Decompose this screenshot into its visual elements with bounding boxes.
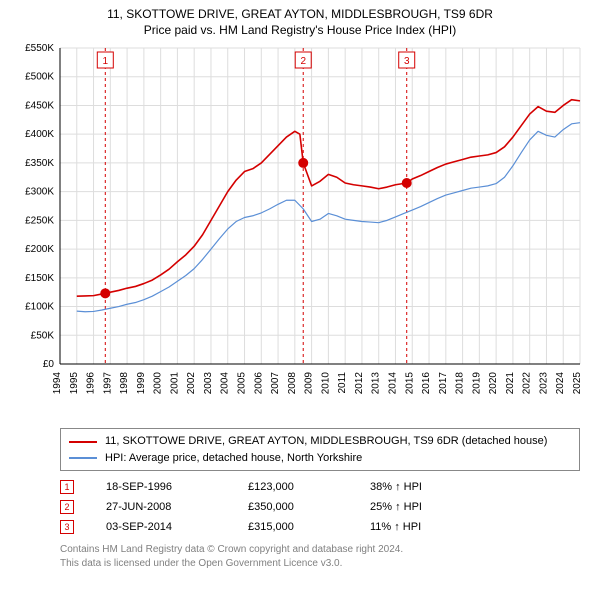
svg-text:2008: 2008 — [287, 372, 298, 395]
sale-marker: 3 — [60, 520, 74, 534]
svg-text:2022: 2022 — [522, 372, 533, 395]
svg-text:1995: 1995 — [69, 372, 80, 395]
legend-label-hpi: HPI: Average price, detached house, Nort… — [105, 450, 362, 467]
sales-table: 1 18-SEP-1996 £123,000 38% ↑ HPI 2 27-JUN-200… — [60, 477, 580, 537]
footer-line-1: Contains HM Land Registry data © Crown c… — [60, 543, 580, 557]
svg-text:2021: 2021 — [505, 372, 516, 395]
title-line-2: Price paid vs. HM Land Registry's House … — [8, 22, 592, 38]
svg-text:2018: 2018 — [455, 372, 466, 395]
legend-swatch-property — [69, 441, 97, 443]
sale-diff: 11% ↑ HPI — [370, 521, 460, 533]
svg-text:£100K: £100K — [25, 302, 54, 313]
svg-text:2010: 2010 — [320, 372, 331, 395]
svg-text:2024: 2024 — [555, 372, 566, 395]
svg-text:1996: 1996 — [86, 372, 97, 395]
sales-row: 2 27-JUN-2008 £350,000 25% ↑ HPI — [60, 497, 580, 517]
svg-text:2020: 2020 — [488, 372, 499, 395]
sale-diff: 38% ↑ HPI — [370, 481, 460, 493]
svg-text:£550K: £550K — [25, 43, 54, 54]
svg-text:1: 1 — [103, 56, 109, 67]
footer-line-2: This data is licensed under the Open Gov… — [60, 557, 580, 571]
sale-diff: 25% ↑ HPI — [370, 501, 460, 513]
svg-text:2019: 2019 — [471, 372, 482, 395]
svg-text:2000: 2000 — [153, 372, 164, 395]
svg-text:2007: 2007 — [270, 372, 281, 395]
title-block: 11, SKOTTOWE DRIVE, GREAT AYTON, MIDDLES… — [8, 6, 592, 38]
svg-text:2004: 2004 — [220, 372, 231, 395]
svg-text:2002: 2002 — [186, 372, 197, 395]
svg-text:£50K: £50K — [31, 331, 55, 342]
svg-text:2005: 2005 — [237, 372, 248, 395]
svg-text:£300K: £300K — [25, 187, 54, 198]
svg-text:2016: 2016 — [421, 372, 432, 395]
svg-text:2: 2 — [300, 56, 306, 67]
svg-text:2017: 2017 — [438, 372, 449, 395]
svg-text:2009: 2009 — [304, 372, 315, 395]
svg-text:1997: 1997 — [102, 372, 113, 395]
sale-price: £315,000 — [248, 521, 338, 533]
title-line-1: 11, SKOTTOWE DRIVE, GREAT AYTON, MIDDLES… — [8, 6, 592, 22]
sales-row: 3 03-SEP-2014 £315,000 11% ↑ HPI — [60, 517, 580, 537]
svg-text:2014: 2014 — [387, 372, 398, 395]
svg-text:1998: 1998 — [119, 372, 130, 395]
svg-text:3: 3 — [404, 56, 410, 67]
legend-row-property: 11, SKOTTOWE DRIVE, GREAT AYTON, MIDDLES… — [69, 433, 571, 450]
sales-row: 1 18-SEP-1996 £123,000 38% ↑ HPI — [60, 477, 580, 497]
svg-text:£450K: £450K — [25, 101, 54, 112]
svg-text:£250K: £250K — [25, 216, 54, 227]
svg-text:£0: £0 — [43, 359, 55, 370]
svg-text:£350K: £350K — [25, 158, 54, 169]
chart: £0 £50K £100K £150K £200K £250K £300K £350K £400… — [8, 42, 592, 422]
legend-label-property: 11, SKOTTOWE DRIVE, GREAT AYTON, MIDDLES… — [105, 433, 547, 450]
legend-swatch-hpi — [69, 457, 97, 459]
svg-text:£150K: £150K — [25, 273, 54, 284]
svg-text:2025: 2025 — [572, 372, 583, 395]
chart-svg: £0 £50K £100K £150K £200K £250K £300K £350K £400… — [8, 42, 592, 422]
svg-text:£400K: £400K — [25, 130, 54, 141]
svg-text:£500K: £500K — [25, 72, 54, 83]
svg-text:1994: 1994 — [52, 372, 63, 395]
svg-text:2015: 2015 — [404, 372, 415, 395]
footer: Contains HM Land Registry data © Crown c… — [60, 543, 580, 570]
svg-text:2006: 2006 — [253, 372, 264, 395]
sale-price: £350,000 — [248, 501, 338, 513]
svg-text:2023: 2023 — [538, 372, 549, 395]
legend-row-hpi: HPI: Average price, detached house, Nort… — [69, 450, 571, 467]
chart-container: 11, SKOTTOWE DRIVE, GREAT AYTON, MIDDLES… — [0, 0, 600, 576]
svg-text:1999: 1999 — [136, 372, 147, 395]
svg-text:2011: 2011 — [337, 372, 348, 394]
sale-marker: 2 — [60, 500, 74, 514]
svg-text:£200K: £200K — [25, 244, 54, 255]
sale-marker: 1 — [60, 480, 74, 494]
svg-text:2001: 2001 — [169, 372, 180, 395]
sale-date: 03-SEP-2014 — [106, 521, 216, 533]
svg-text:2013: 2013 — [371, 372, 382, 395]
sale-date: 27-JUN-2008 — [106, 501, 216, 513]
legend: 11, SKOTTOWE DRIVE, GREAT AYTON, MIDDLES… — [60, 428, 580, 471]
svg-text:2003: 2003 — [203, 372, 214, 395]
sale-date: 18-SEP-1996 — [106, 481, 216, 493]
svg-text:2012: 2012 — [354, 372, 365, 395]
sale-price: £123,000 — [248, 481, 338, 493]
